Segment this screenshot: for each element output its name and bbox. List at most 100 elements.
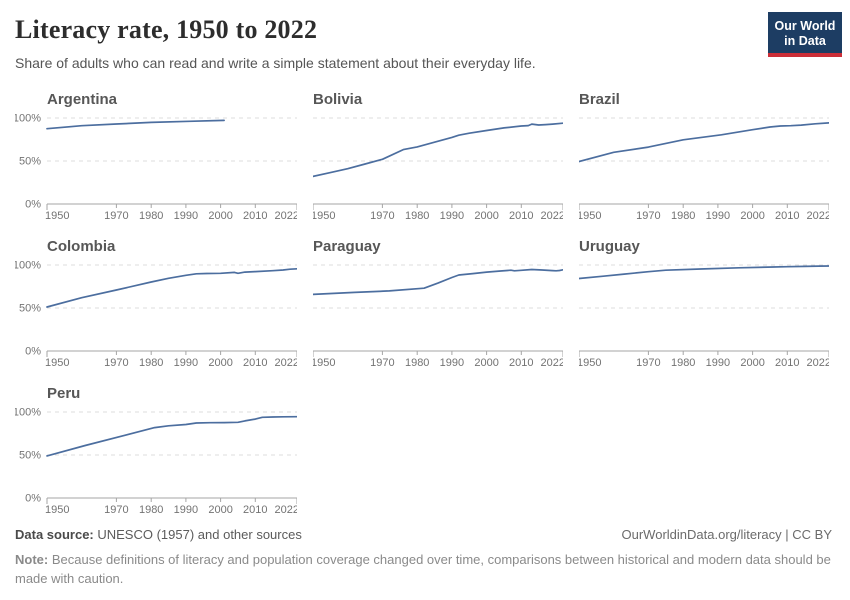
x-tick-label-1970: 1970	[104, 504, 128, 515]
x-tick-label-1990: 1990	[440, 357, 464, 368]
x-tick-label-1970: 1970	[370, 210, 394, 221]
x-tick-label-1980: 1980	[405, 357, 429, 368]
x-tick-label-2022: 2022	[275, 504, 297, 515]
facet-peru[interactable]: Peru 1950 1970 1980 1990 2000 2010 2022 0% 50% 100…	[15, 384, 297, 515]
series-line-bolivia[interactable]	[313, 122, 563, 178]
series-line-peru[interactable]	[46, 415, 297, 457]
x-tick-label-2010: 2010	[775, 357, 799, 368]
x-tick-label-2022: 2022	[541, 357, 563, 368]
facet-plot-peru[interactable]: 1950 1970 1980 1990 2000 2010 2022 0% 50% 100%	[15, 406, 297, 515]
x-tick-label-1950: 1950	[45, 504, 69, 515]
x-tick-label-2022: 2022	[275, 210, 297, 221]
x-tick-label-2010: 2010	[243, 357, 267, 368]
facet-plot-brazil[interactable]: 1950 1970 1980 1990 2000 2010 2022	[579, 112, 829, 221]
owid-logo[interactable]: Our World in Data	[768, 12, 842, 57]
x-tick-label-1980: 1980	[139, 210, 163, 221]
y-tick-label-0: 0%	[25, 346, 41, 358]
facet-plot-colombia[interactable]: 1950 1970 1980 1990 2000 2010 2022 0% 50% 100%	[15, 259, 297, 368]
x-tick-label-1990: 1990	[174, 357, 198, 368]
x-tick-label-1980: 1980	[405, 210, 429, 221]
x-tick-label-1950: 1950	[313, 357, 335, 368]
x-tick-label-2022: 2022	[541, 210, 563, 221]
facet-paraguay[interactable]: Paraguay 1950 1970 1980 1990 2000 2010 2022	[313, 237, 563, 368]
y-tick-label-100: 100%	[15, 113, 41, 125]
chart-subtitle: Share of adults who can read and write a…	[15, 55, 536, 71]
x-tick-label-1990: 1990	[706, 357, 730, 368]
series-line-paraguay[interactable]	[313, 268, 563, 296]
page-title: Literacy rate, 1950 to 2022	[15, 15, 318, 44]
x-tick-label-2010: 2010	[509, 357, 533, 368]
x-tick-label-1970: 1970	[104, 357, 128, 368]
owid-logo-line2: in Data	[784, 34, 826, 48]
footer-source-row: Data source: UNESCO (1957) and other sou…	[15, 527, 832, 543]
facet-plot-argentina[interactable]: 1950 1970 1980 1990 2000 2010 2022 0% 50% 100%	[15, 112, 297, 221]
footer-note-label: Note:	[15, 552, 49, 567]
chart-header: Literacy rate, 1950 to 2022 Share of adu…	[0, 0, 850, 72]
x-tick-label-1980: 1980	[139, 504, 163, 515]
series-line-uruguay[interactable]	[579, 265, 829, 280]
facet-title-brazil: Brazil	[579, 91, 620, 108]
y-tick-label-50: 50%	[19, 156, 41, 168]
x-tick-label-2022: 2022	[275, 357, 297, 368]
x-tick-label-2010: 2010	[775, 210, 799, 221]
x-tick-label-1990: 1990	[440, 210, 464, 221]
x-tick-label-2000: 2000	[474, 210, 498, 221]
facet-title-uruguay: Uruguay	[579, 238, 640, 255]
x-tick-label-1970: 1970	[370, 357, 394, 368]
series-line-colombia[interactable]	[46, 267, 297, 308]
x-tick-label-1950: 1950	[45, 357, 69, 368]
facet-title-paraguay: Paraguay	[313, 238, 381, 255]
chart-footer: Data source: UNESCO (1957) and other sou…	[15, 527, 832, 588]
facet-argentina[interactable]: Argentina 1950 1970 1980 1990 2000 2010 2022 0% 5…	[15, 90, 297, 221]
x-tick-label-2010: 2010	[243, 210, 267, 221]
facet-bolivia[interactable]: Bolivia 1950 1970 1980 1990 2000 2010 2022	[313, 90, 563, 221]
x-tick-label-2022: 2022	[807, 210, 829, 221]
series-line-brazil[interactable]	[579, 122, 829, 163]
facet-colombia[interactable]: Colombia 1950 1970 1980 1990 2000 2010 2022 0% 50…	[15, 237, 297, 368]
y-tick-label-100: 100%	[15, 407, 41, 419]
x-tick-label-1980: 1980	[139, 357, 163, 368]
x-tick-label-1950: 1950	[313, 210, 335, 221]
x-tick-label-2000: 2000	[474, 357, 498, 368]
y-tick-label-0: 0%	[25, 493, 41, 505]
x-tick-label-2000: 2000	[740, 210, 764, 221]
y-tick-label-50: 50%	[19, 303, 41, 315]
data-source-text: UNESCO (1957) and other sources	[93, 527, 302, 542]
x-tick-label-2000: 2000	[740, 357, 764, 368]
x-tick-label-1980: 1980	[671, 210, 695, 221]
facet-title-argentina: Argentina	[47, 91, 118, 108]
facet-title-bolivia: Bolivia	[313, 91, 363, 108]
x-tick-label-2000: 2000	[208, 210, 232, 221]
facet-brazil[interactable]: Brazil 1950 1970 1980 1990 2000 2010 2022	[579, 90, 829, 221]
x-tick-label-2010: 2010	[509, 210, 533, 221]
data-source: Data source: UNESCO (1957) and other sou…	[15, 527, 302, 543]
small-multiples-grid: Argentina 1950 1970 1980 1990 2000 2010 2022 0% 5…	[15, 90, 850, 515]
footer-note: Note: Because definitions of literacy an…	[15, 550, 832, 588]
x-tick-label-1970: 1970	[636, 210, 660, 221]
x-tick-label-1970: 1970	[636, 357, 660, 368]
x-tick-label-1980: 1980	[671, 357, 695, 368]
footer-note-text: Because definitions of literacy and popu…	[15, 552, 831, 586]
facet-title-colombia: Colombia	[47, 238, 116, 255]
x-tick-label-1950: 1950	[579, 357, 601, 368]
x-tick-label-1990: 1990	[174, 210, 198, 221]
data-source-label: Data source:	[15, 527, 94, 542]
facet-plot-uruguay[interactable]: 1950 1970 1980 1990 2000 2010 2022	[579, 259, 829, 368]
x-tick-label-1990: 1990	[174, 504, 198, 515]
x-tick-label-1970: 1970	[104, 210, 128, 221]
owid-license-link[interactable]: OurWorldinData.org/literacy | CC BY	[621, 527, 832, 542]
x-tick-label-2000: 2000	[208, 504, 232, 515]
x-tick-label-1950: 1950	[579, 210, 601, 221]
facet-plot-bolivia[interactable]: 1950 1970 1980 1990 2000 2010 2022	[313, 112, 563, 221]
y-tick-label-50: 50%	[19, 450, 41, 462]
x-tick-label-1950: 1950	[45, 210, 69, 221]
x-tick-label-2022: 2022	[807, 357, 829, 368]
series-line-argentina[interactable]	[46, 119, 225, 130]
facet-uruguay[interactable]: Uruguay 1950 1970 1980 1990 2000 2010 2022	[579, 237, 829, 368]
facet-plot-paraguay[interactable]: 1950 1970 1980 1990 2000 2010 2022	[313, 259, 563, 368]
x-tick-label-2010: 2010	[243, 504, 267, 515]
x-tick-label-1990: 1990	[706, 210, 730, 221]
x-tick-label-2000: 2000	[208, 357, 232, 368]
y-tick-label-100: 100%	[15, 260, 41, 272]
